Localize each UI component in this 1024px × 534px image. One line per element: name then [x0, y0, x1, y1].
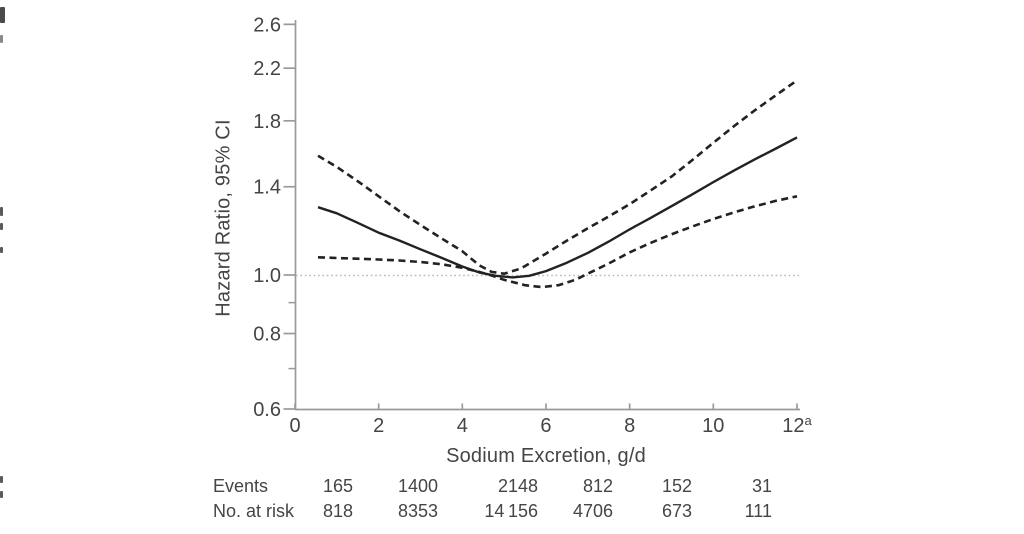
x-tick-label: 4	[457, 415, 468, 437]
risk-value: 1400	[397, 476, 438, 496]
x-axis-title: Sodium Excretion, g/d	[446, 445, 646, 467]
y-tick-label: 1.4	[253, 177, 281, 199]
x-tick-label: 8	[624, 415, 635, 437]
ci-upper-curve	[317, 79, 798, 275]
risk-value: 2148	[497, 476, 538, 496]
risk-value: 165	[322, 476, 353, 496]
risk-value: 4706	[572, 501, 613, 521]
y-tick-label: 1.0	[253, 265, 281, 287]
risk-value: 673	[661, 501, 692, 521]
x-tick-label: 2	[373, 415, 384, 437]
y-tick-label: 0.6	[253, 399, 281, 421]
clipped-edge-text	[0, 207, 3, 216]
risk-value: 14 156	[484, 501, 538, 521]
y-tick-label: 2.6	[253, 14, 281, 36]
clipped-edge-text	[0, 223, 3, 230]
risk-value: 818	[322, 501, 353, 521]
y-tick-label: 2.2	[253, 58, 281, 80]
x-tick-label: 6	[540, 415, 551, 437]
clipped-edge-text	[0, 247, 3, 253]
footnote-marker: a	[804, 413, 812, 428]
x-tick-label: 10	[702, 415, 724, 437]
risk-value: 152	[661, 476, 692, 496]
ci-lower-curve	[317, 195, 798, 289]
risk-value: 8353	[397, 501, 438, 521]
y-tick-label: 1.8	[253, 111, 281, 133]
risk-value: 31	[751, 476, 772, 496]
hazard-ratio-curve	[317, 136, 798, 279]
clipped-edge-text	[0, 491, 3, 498]
risk-value: 812	[582, 476, 613, 496]
clipped-edge-text	[0, 7, 5, 23]
clipped-edge-text	[0, 476, 3, 483]
risk-row-label: No. at risk	[213, 501, 295, 521]
clipped-edge-text	[0, 35, 3, 43]
y-tick-label: 0.8	[253, 324, 281, 346]
risk-row-label: Events	[213, 476, 269, 496]
x-tick-label: 0	[289, 415, 300, 437]
risk-value: 111	[744, 501, 772, 521]
x-tick-label: 12a	[782, 413, 812, 437]
